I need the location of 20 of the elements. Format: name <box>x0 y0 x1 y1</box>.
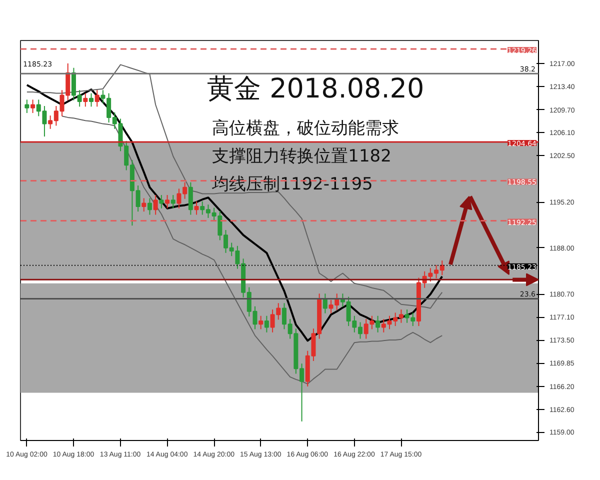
candlestick <box>89 92 94 108</box>
candlestick <box>194 200 199 216</box>
candlestick <box>188 182 193 216</box>
annotation: 高位横盘，破位动能需求 <box>212 118 400 138</box>
candlestick <box>94 90 100 108</box>
candlestick <box>376 315 380 333</box>
candlestick <box>142 198 146 212</box>
candlestick <box>264 315 269 333</box>
candlestick <box>165 194 170 209</box>
candlestick <box>83 92 88 108</box>
candlestick <box>147 198 152 216</box>
candlestick <box>170 194 176 209</box>
text: 黄金 2018.08.20 <box>206 74 424 104</box>
candlestick <box>30 99 36 114</box>
candlestick <box>24 99 30 114</box>
line-series <box>62 116 443 384</box>
candlestick <box>153 194 158 216</box>
candlestick <box>159 194 164 209</box>
annotation: 支撑阻力转换位置1182 <box>212 146 392 166</box>
candlestick <box>258 315 264 330</box>
